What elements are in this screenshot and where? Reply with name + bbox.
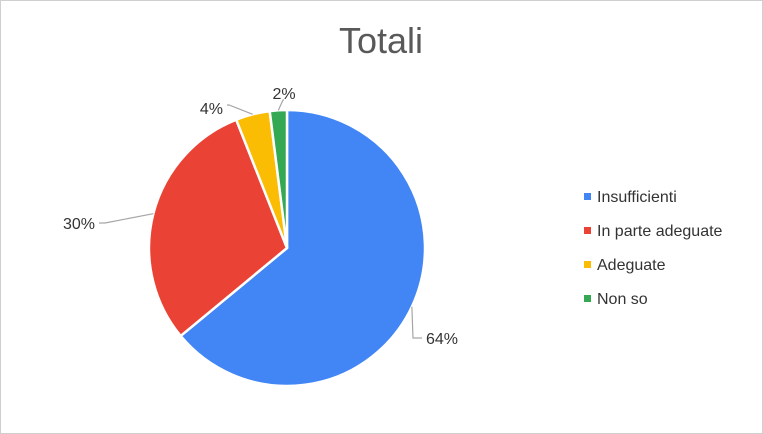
leader-line-non-so	[277, 99, 284, 111]
data-label-insufficienti: 64%	[426, 331, 458, 348]
legend-label-insufficienti: Insufficienti	[597, 189, 677, 206]
leader-lines	[99, 99, 422, 339]
pie-slice-insufficienti	[179, 108, 427, 388]
data-label-non-so: 2%	[272, 86, 295, 103]
legend: Insufficienti In parte adeguate Adeguate No…	[584, 189, 723, 308]
pie-slice-in-parte-adeguate	[147, 118, 289, 338]
leader-line-insufficienti	[411, 306, 422, 339]
legend-swatch-adeguate	[584, 261, 591, 268]
legend-swatch-insufficienti	[584, 193, 591, 200]
data-label-in-parte-adeguate: 30%	[63, 216, 95, 233]
data-labels: 64% 30% 4% 2%	[63, 86, 458, 348]
legend-swatch-non-so	[584, 295, 591, 302]
pie-slices	[147, 108, 427, 388]
chart-title: Totali	[339, 20, 423, 61]
leader-line-in-parte-adeguate	[99, 213, 154, 224]
legend-label-adeguate: Adeguate	[597, 257, 666, 274]
legend-swatch-in-parte-adeguate	[584, 227, 591, 234]
legend-label-non-so: Non so	[597, 291, 648, 308]
legend-label-in-parte-adeguate: In parte adeguate	[597, 223, 723, 240]
data-label-adeguate: 4%	[200, 101, 223, 118]
leader-line-adeguate	[227, 104, 253, 115]
